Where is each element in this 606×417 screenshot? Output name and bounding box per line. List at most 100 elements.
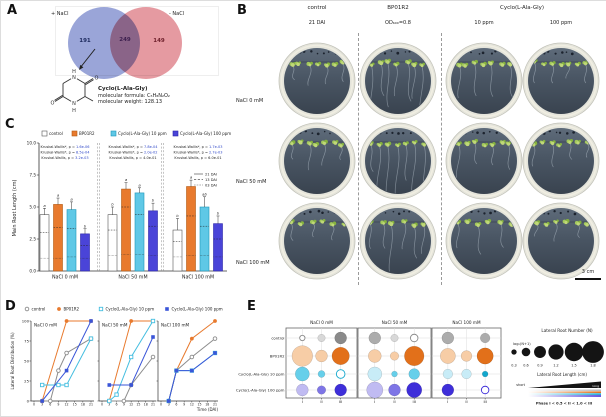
svg-text:control: control	[32, 307, 46, 312]
venn-overlap-count: 249	[119, 37, 131, 43]
svg-text:I: I	[302, 399, 303, 404]
column-separator	[441, 33, 442, 285]
venn-right-label: - NaCl	[169, 11, 185, 17]
petri-dish-photo	[359, 202, 437, 280]
svg-text:Kruskal-Wallis, p = 6.0e-01: Kruskal-Wallis, p = 6.0e-01	[174, 156, 221, 160]
svg-text:21: 21	[151, 403, 155, 407]
svg-text:15: 15	[136, 403, 140, 407]
col-sub-10ppm: 10 ppm	[474, 20, 494, 26]
bar	[148, 210, 158, 272]
venn-left-count: 191	[79, 38, 91, 44]
panel-d-label: D	[5, 299, 16, 314]
svg-text:a: a	[43, 203, 46, 208]
svg-text:21: 21	[213, 403, 217, 407]
col-header-bp01r2: BP01R2	[387, 5, 409, 11]
svg-text:Cyclo(L-Ala-Gly) 100 ppm: Cyclo(L-Ala-Gly) 100 ppm	[172, 307, 223, 312]
petri-dish-photo	[278, 42, 356, 120]
bar	[186, 186, 196, 272]
svg-text:9: 9	[183, 403, 185, 407]
svg-text:Time (DAI): Time (DAI)	[196, 407, 219, 412]
svg-text:a: a	[57, 193, 60, 198]
svg-text:Kruskal-Wallis*, p = 1.7e-03: Kruskal-Wallis*, p = 1.7e-03	[174, 145, 223, 149]
row-label-nacl-100: NaCl 100 mM	[236, 260, 270, 266]
svg-text:b: b	[84, 223, 87, 228]
svg-text:12: 12	[190, 403, 194, 407]
compound-name: Cyclo(L-Ala-Gly)	[98, 86, 148, 92]
svg-text:1.8: 1.8	[590, 364, 595, 368]
svg-text:b: b	[152, 198, 155, 203]
svg-text:long: long	[593, 384, 600, 388]
svg-text:b: b	[176, 213, 179, 218]
svg-text:Cyclo(L-Ala-Gly) 10 ppm: Cyclo(L-Ala-Gly) 10 ppm	[106, 307, 155, 312]
bar	[172, 229, 183, 272]
svg-text:Kruskal-Wallis, p = 3.2e-03: Kruskal-Wallis, p = 3.2e-03	[41, 156, 88, 160]
svg-text:10.0: 10.0	[27, 141, 37, 146]
petri-dish-photo	[445, 42, 523, 120]
svg-text:control: control	[271, 335, 284, 340]
svg-text:03 DAI: 03 DAI	[205, 183, 217, 187]
svg-text:0.6: 0.6	[523, 364, 528, 368]
svg-text:6: 6	[175, 403, 177, 407]
svg-text:NaCl 100 mM: NaCl 100 mM	[182, 275, 214, 281]
svg-text:I: I	[374, 399, 375, 404]
svg-text:NaCl 100 mM: NaCl 100 mM	[452, 320, 481, 325]
svg-text:Lateral Root Length (cm): Lateral Root Length (cm)	[537, 372, 587, 377]
petri-dish-photo	[278, 122, 356, 200]
svg-text:H: H	[72, 69, 76, 75]
scale-bar	[575, 278, 601, 280]
svg-text:NaCl 0 mM: NaCl 0 mM	[52, 275, 78, 281]
panel-b-label: B	[237, 3, 247, 18]
column-separator	[358, 33, 359, 285]
svg-text:NaCl 100 mM: NaCl 100 mM	[161, 323, 190, 328]
svg-text:N: N	[72, 75, 76, 81]
svg-text:0.3: 0.3	[511, 364, 516, 368]
svg-text:II: II	[465, 399, 467, 404]
panel-a-label: A	[7, 3, 18, 18]
svg-text:III: III	[483, 399, 486, 404]
svg-text:9: 9	[123, 403, 125, 407]
svg-text:III: III	[413, 399, 416, 404]
svg-text:21 DAI: 21 DAI	[205, 172, 217, 176]
svg-text:H: H	[72, 108, 76, 114]
svg-text:NaCl 50 mM: NaCl 50 mM	[118, 275, 147, 281]
svg-text:7.5: 7.5	[29, 173, 36, 178]
svg-text:control: control	[49, 131, 63, 136]
arrow-icon	[79, 48, 96, 70]
row-label-nacl-50: NaCl 50 mM	[236, 179, 267, 185]
svg-text:II: II	[393, 399, 395, 404]
col-sub-21dai: 21 DAI	[308, 20, 326, 26]
svg-text:Cyclo(L-Ala-Gly) 10 ppm: Cyclo(L-Ala-Gly) 10 ppm	[238, 371, 284, 376]
compound-weight: molecular weight: 128.13	[98, 99, 163, 105]
svg-text:Lateral Root Distribution (%): Lateral Root Distribution (%)	[10, 332, 15, 389]
svg-text:ab: ab	[202, 191, 207, 196]
svg-text:100: 100	[22, 318, 30, 323]
svg-text:13 DAI: 13 DAI	[205, 178, 217, 182]
svg-text:b: b	[111, 202, 114, 207]
svg-text:BP01R2: BP01R2	[79, 131, 95, 136]
venn-circle-minus-nacl	[110, 7, 182, 79]
venn-right-count: 149	[153, 38, 165, 44]
svg-text:a: a	[138, 182, 141, 187]
svg-text:25: 25	[24, 378, 29, 383]
svg-text:18: 18	[205, 403, 209, 407]
col-header-cyclo: Cyclo(L-Ala-Gly)	[499, 5, 545, 11]
svg-text:2.5: 2.5	[29, 237, 36, 242]
svg-text:Kruskal-Wallis*, p = 1.6e-06: Kruskal-Wallis*, p = 1.6e-06	[41, 145, 90, 149]
scale-bar-label: 3 cm	[581, 269, 595, 275]
bar	[39, 214, 50, 272]
svg-text:BP01R2: BP01R2	[270, 353, 285, 358]
col-header-control: control	[307, 5, 327, 11]
bar	[213, 223, 223, 272]
bar	[134, 192, 145, 272]
svg-text:N: N	[72, 101, 76, 107]
petri-dish-photo	[359, 122, 437, 200]
svg-text:BP01R2: BP01R2	[64, 307, 80, 312]
bar	[66, 209, 77, 272]
svg-text:18: 18	[144, 403, 148, 407]
svg-text:1.2: 1.2	[553, 364, 558, 368]
svg-text:75: 75	[24, 338, 29, 343]
row-label-nacl-0: NaCl 0 mM	[236, 98, 264, 104]
svg-text:Cyclo(L-Ala-Gly) 10 ppm: Cyclo(L-Ala-Gly) 10 ppm	[118, 131, 167, 136]
